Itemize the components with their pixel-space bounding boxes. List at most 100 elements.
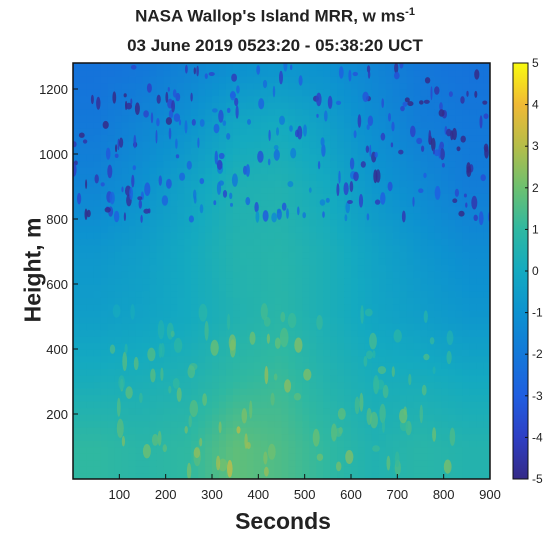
heatmap-cell: [121, 297, 130, 305]
heatmap-cell: [351, 420, 359, 428]
heatmap-cell: [205, 297, 213, 305]
heatmap-cell: [177, 95, 185, 103]
heatmap-cell: [212, 277, 220, 285]
heatmap-cell: [427, 407, 435, 415]
heatmap-speckle-mark: [78, 132, 85, 138]
heatmap-cell: [260, 362, 269, 370]
heatmap-speckle-mark: [226, 133, 231, 140]
heatmap-cell: [107, 433, 116, 441]
heatmap-speckle-mark: [289, 125, 293, 132]
heatmap-cell: [448, 407, 456, 415]
heatmap-cell: [191, 381, 199, 389]
heatmap-cell: [149, 206, 157, 214]
heatmap-cell: [302, 82, 310, 90]
heatmap-cell: [302, 167, 310, 175]
heatmap-cell: [406, 251, 415, 259]
heatmap-cell: [378, 180, 387, 188]
heatmap-cell: [225, 414, 234, 422]
heatmap-cell: [364, 102, 373, 110]
heatmap-cell: [114, 76, 123, 84]
heatmap-cell: [281, 69, 290, 77]
heatmap-cell: [135, 206, 144, 214]
heatmap-cell: [170, 388, 178, 396]
heatmap-cell: [462, 303, 470, 311]
heatmap-cell: [142, 225, 151, 233]
heatmap-cell: [385, 277, 394, 285]
heatmap-cell: [483, 407, 490, 415]
heatmap-cell: [337, 199, 345, 207]
heatmap-cell: [114, 440, 123, 448]
heatmap-cell: [385, 375, 394, 383]
heatmap-speckle-mark: [187, 365, 196, 379]
heatmap-cell: [100, 446, 109, 454]
heatmap-cell: [177, 446, 185, 454]
heatmap-cell: [177, 355, 185, 363]
heatmap-cell: [483, 342, 490, 350]
heatmap-cell: [281, 212, 290, 220]
heatmap-cell: [191, 466, 199, 474]
heatmap-cell: [253, 329, 262, 337]
heatmap-cell: [448, 323, 456, 331]
heatmap-cell: [295, 329, 303, 337]
heatmap-cell: [260, 349, 269, 357]
heatmap-cell: [288, 401, 296, 409]
heatmap-cell: [184, 453, 192, 461]
heatmap-cell: [86, 128, 95, 136]
heatmap-cell: [212, 271, 220, 279]
heatmap-cell: [135, 167, 144, 175]
heatmap-cell: [309, 212, 317, 220]
heatmap-cell: [330, 134, 338, 142]
heatmap-cell: [413, 362, 422, 370]
heatmap-cell: [455, 76, 463, 84]
heatmap-cell: [323, 206, 331, 214]
heatmap-cell: [128, 141, 137, 149]
heatmap-cell: [253, 342, 262, 350]
heatmap-cell: [253, 128, 262, 136]
heatmap-cell: [267, 381, 276, 389]
heatmap-cell: [177, 336, 185, 344]
heatmap-speckle-mark: [210, 339, 219, 356]
heatmap-cell: [100, 297, 109, 305]
heatmap-cell: [448, 63, 456, 71]
heatmap-cell: [399, 303, 408, 311]
heatmap-cell: [156, 336, 164, 344]
heatmap-cell: [114, 316, 123, 324]
x-tick-label: 900: [479, 487, 501, 502]
heatmap-cell: [288, 336, 296, 344]
heatmap-cell: [86, 193, 95, 201]
heatmap-cell: [371, 160, 380, 168]
heatmap-cell: [469, 323, 477, 331]
heatmap-cell: [177, 115, 185, 123]
heatmap-cell: [163, 355, 171, 363]
heatmap-cell: [288, 342, 296, 350]
heatmap-cell: [420, 108, 429, 116]
heatmap-cell: [212, 290, 220, 298]
heatmap-cell: [483, 108, 490, 116]
heatmap-cell: [351, 342, 359, 350]
heatmap-cell: [79, 375, 88, 383]
heatmap-cell: [267, 154, 276, 162]
heatmap-cell: [337, 160, 345, 168]
heatmap-cell: [107, 121, 116, 129]
heatmap-cell: [420, 323, 429, 331]
heatmap-cell: [323, 219, 331, 227]
heatmap-cell: [121, 95, 130, 103]
heatmap-cell: [295, 388, 303, 396]
heatmap-cell: [413, 414, 422, 422]
heatmap-cell: [399, 323, 408, 331]
heatmap-cell: [212, 141, 220, 149]
heatmap-cell: [198, 342, 206, 350]
heatmap-cell: [246, 95, 255, 103]
heatmap-cell: [86, 368, 95, 376]
heatmap-cell: [330, 193, 338, 201]
heatmap-cell: [260, 407, 269, 415]
heatmap-cell: [351, 303, 359, 311]
heatmap-cell: [135, 251, 144, 259]
heatmap-cell: [260, 141, 269, 149]
heatmap-cell: [246, 388, 255, 396]
heatmap-speckle-mark: [471, 195, 478, 210]
heatmap-cell: [198, 290, 206, 298]
heatmap-cell: [469, 401, 477, 409]
heatmap-cell: [330, 69, 338, 77]
heatmap-speckle-mark: [118, 375, 125, 390]
